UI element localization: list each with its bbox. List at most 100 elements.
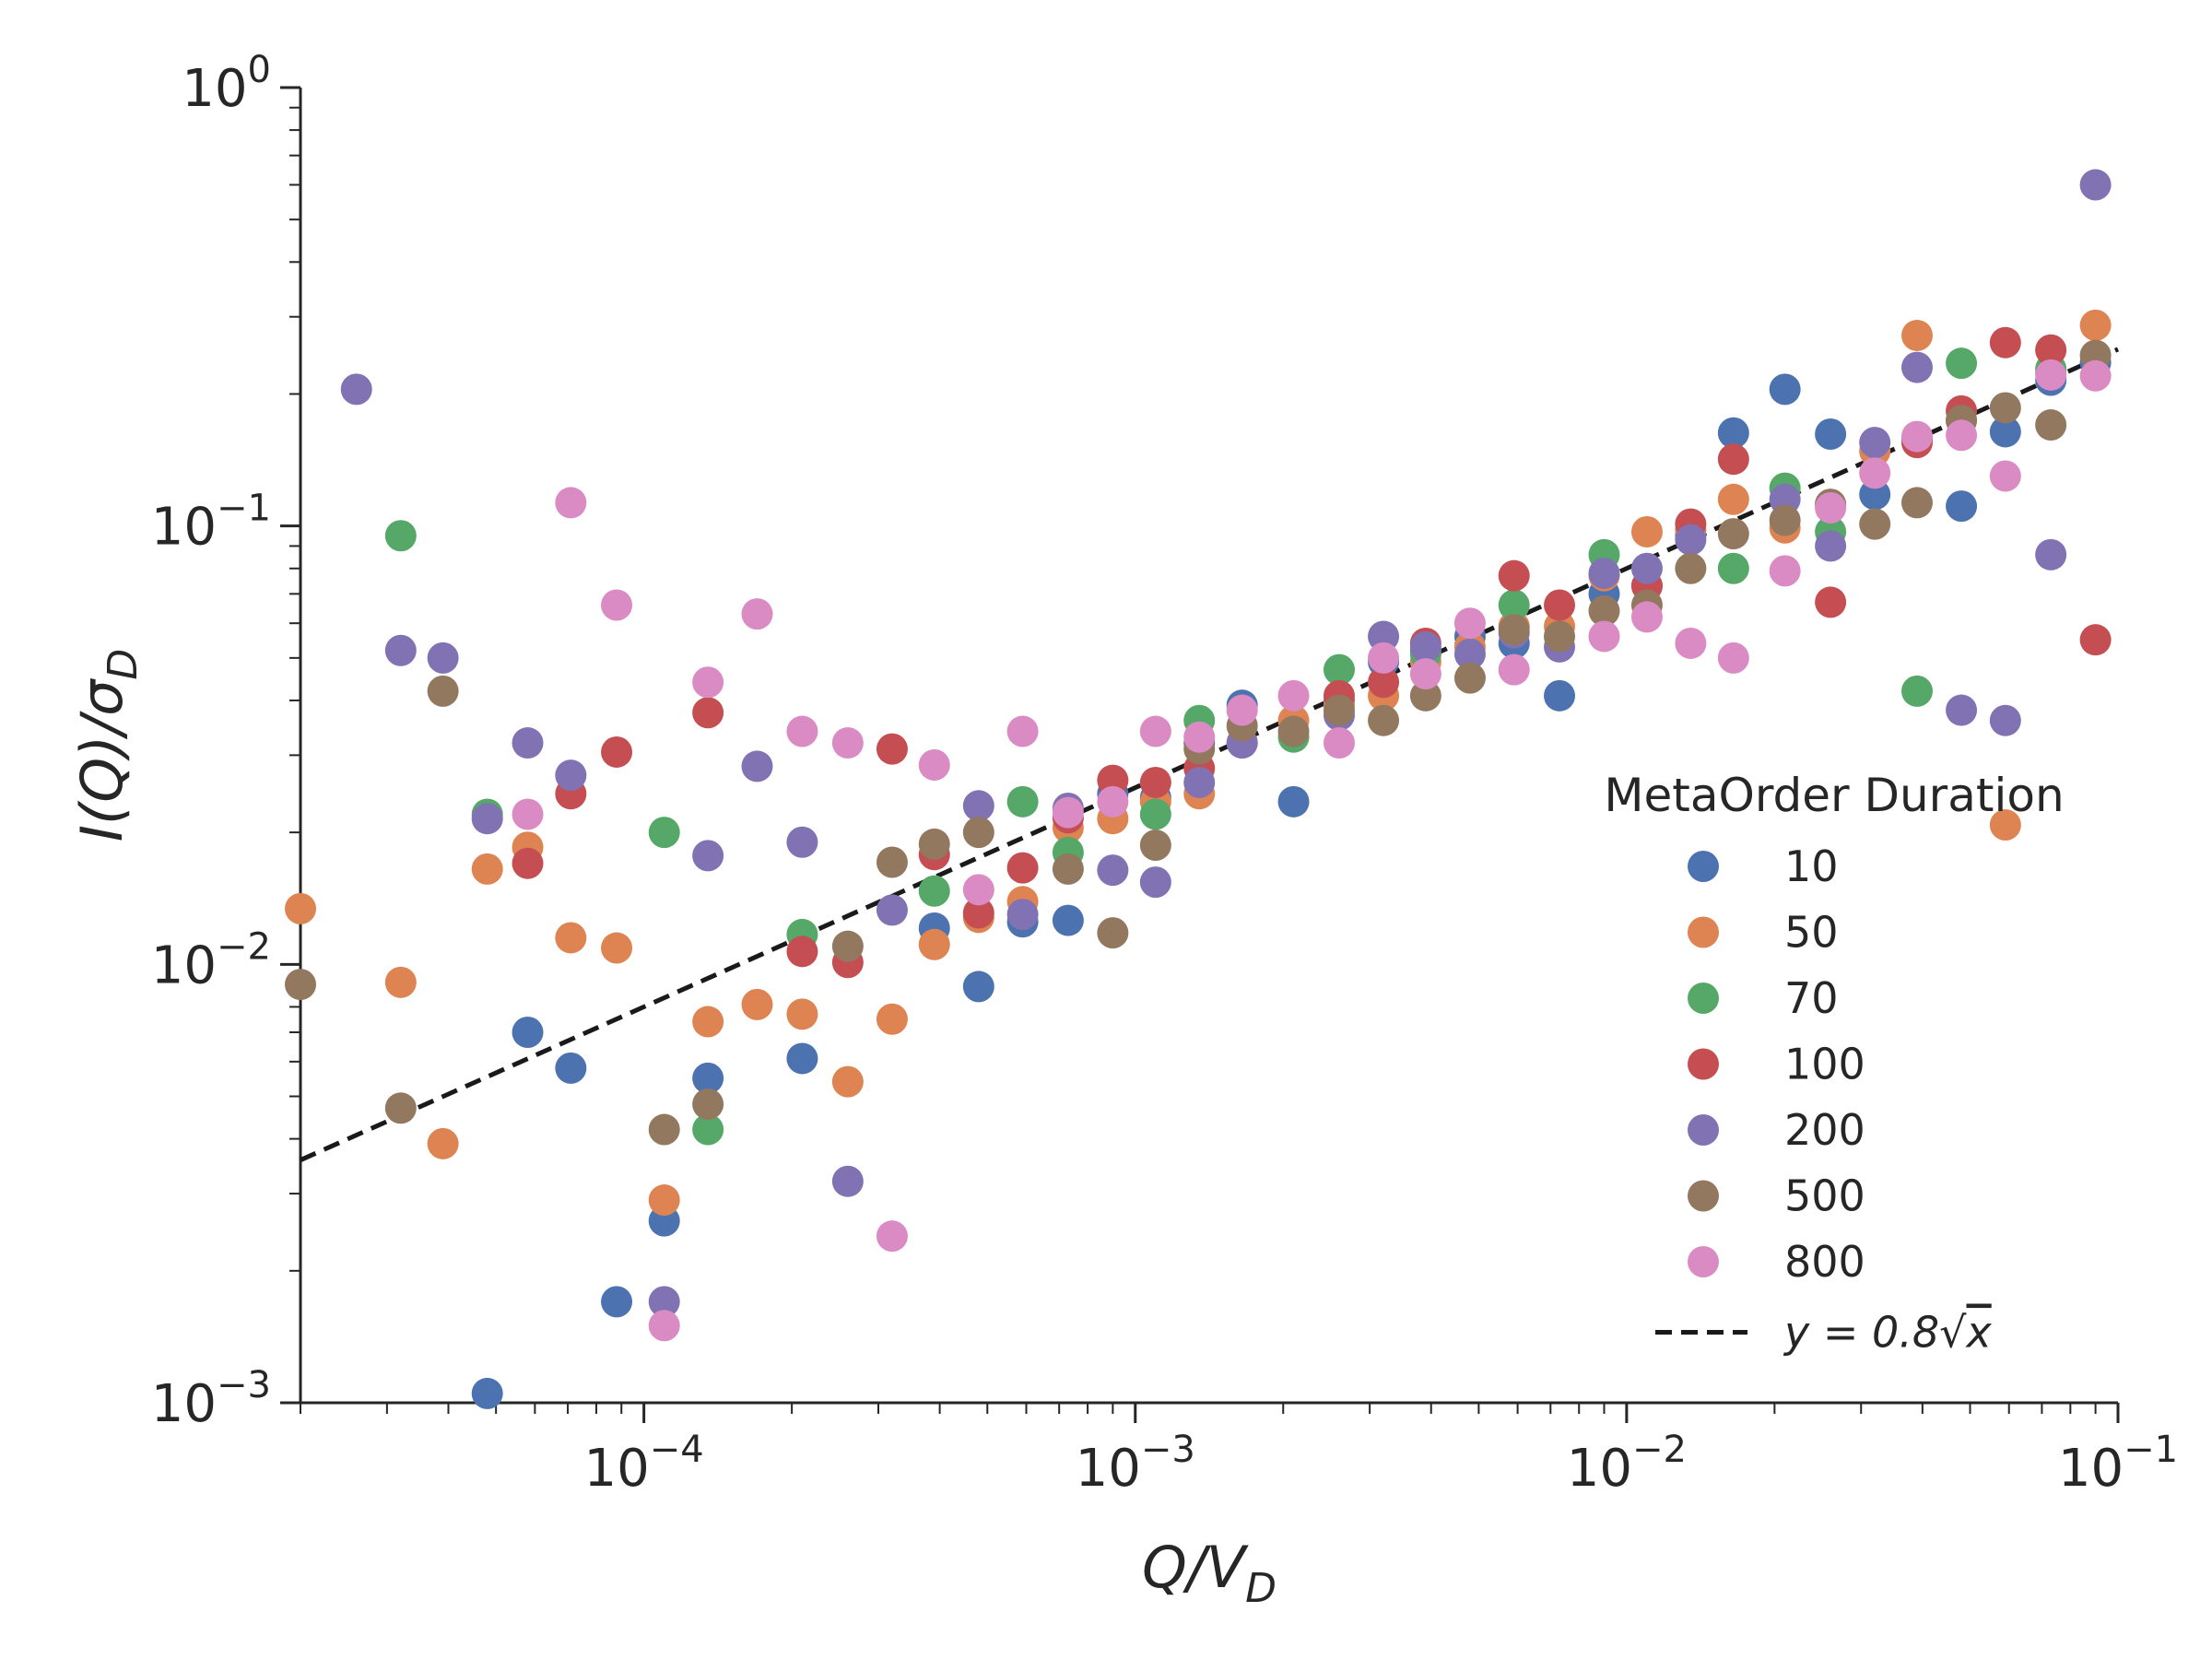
data-point — [1006, 899, 1039, 931]
data-point — [1989, 392, 2021, 424]
data-point — [692, 840, 724, 872]
legend-marker — [1688, 916, 1719, 948]
data-point — [1675, 552, 1707, 584]
legend-marker — [1688, 982, 1719, 1014]
data-point — [1498, 653, 1530, 686]
data-point — [512, 1017, 544, 1049]
data-point — [1588, 594, 1620, 627]
data-point — [1630, 552, 1663, 584]
data-point — [918, 748, 950, 781]
data-point — [285, 892, 316, 924]
data-point — [1769, 555, 1801, 587]
data-point — [1717, 443, 1749, 476]
x-tick-label: 10−4 — [584, 1429, 704, 1499]
data-point — [876, 846, 908, 878]
data-point — [1498, 589, 1530, 621]
data-point — [471, 803, 503, 835]
data-point — [340, 373, 372, 406]
data-point — [1097, 854, 1129, 887]
data-point — [555, 487, 587, 519]
data-point — [1453, 607, 1486, 640]
x-tick-label: 10−2 — [1567, 1429, 1687, 1499]
data-point — [1717, 483, 1749, 515]
data-point — [1052, 904, 1084, 936]
data-point — [1453, 662, 1486, 694]
data-point — [1815, 418, 1847, 451]
points-layer — [285, 169, 2112, 1409]
data-point — [1544, 679, 1576, 712]
data-point — [1989, 704, 2021, 736]
data-point — [384, 634, 417, 666]
data-point — [1630, 601, 1663, 633]
legend-label: 100 — [1784, 1040, 1865, 1089]
data-point — [1139, 830, 1171, 862]
data-point — [1323, 694, 1355, 726]
data-point — [962, 817, 994, 849]
data-point — [1900, 420, 1933, 453]
data-point — [831, 727, 864, 759]
data-point — [692, 1088, 724, 1120]
data-point — [1815, 530, 1847, 562]
y-tick-label: 10−1 — [151, 488, 271, 558]
data-point — [1097, 785, 1129, 818]
data-point — [555, 759, 587, 792]
data-point — [384, 1092, 417, 1124]
data-point — [918, 928, 950, 960]
data-point — [1815, 491, 1847, 524]
data-point — [786, 935, 818, 968]
data-point — [1139, 798, 1171, 830]
data-point — [1946, 694, 1978, 726]
data-point — [2035, 359, 2067, 391]
x-axis-title: Q/VD — [1142, 1534, 1277, 1612]
legend-label: 200 — [1784, 1105, 1865, 1155]
data-point — [1277, 715, 1310, 747]
data-point — [1097, 917, 1129, 949]
data-point — [1409, 630, 1441, 663]
data-point — [1544, 620, 1576, 653]
data-point — [555, 922, 587, 954]
data-point — [285, 969, 316, 1001]
data-point — [962, 971, 994, 1003]
data-point — [1368, 641, 1400, 674]
x-tick-label: 10−1 — [2058, 1429, 2178, 1499]
data-point — [1717, 417, 1749, 449]
data-point — [1588, 557, 1620, 589]
y-tick-label: 100 — [182, 49, 271, 119]
data-point — [876, 1220, 908, 1253]
data-point — [2035, 334, 2067, 366]
data-point — [918, 828, 950, 860]
data-point — [1815, 586, 1847, 618]
data-point — [1052, 853, 1084, 885]
data-point — [601, 932, 633, 964]
data-point — [741, 598, 773, 630]
data-point — [1323, 727, 1355, 759]
data-point — [2079, 169, 2112, 201]
data-point — [692, 1006, 724, 1038]
data-point — [2079, 624, 2112, 656]
series-100 — [512, 326, 2112, 979]
legend-marker — [1688, 1180, 1719, 1212]
data-point — [1946, 347, 1978, 380]
legend-label: 800 — [1784, 1237, 1865, 1287]
data-point — [601, 1286, 633, 1318]
data-point — [427, 675, 459, 707]
data-point — [1989, 809, 2021, 841]
data-point — [648, 817, 680, 849]
data-point — [692, 1113, 724, 1146]
data-point — [1006, 785, 1039, 818]
data-point — [2035, 538, 2067, 571]
data-point — [601, 735, 633, 768]
data-point — [1588, 620, 1620, 653]
data-point — [692, 1062, 724, 1094]
data-point — [831, 930, 864, 962]
data-point — [1900, 675, 1933, 707]
data-point — [692, 666, 724, 699]
data-point — [648, 1286, 680, 1318]
data-point — [427, 641, 459, 674]
data-point — [1183, 721, 1216, 753]
data-point — [1368, 704, 1400, 736]
data-point — [648, 1113, 680, 1146]
data-point — [1859, 508, 1891, 540]
data-point — [1139, 866, 1171, 899]
